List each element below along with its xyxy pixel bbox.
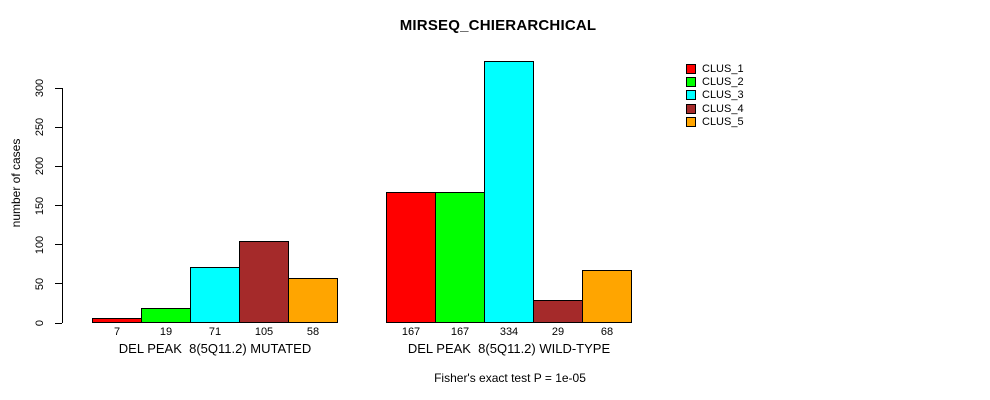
y-tick-label: 300 (34, 78, 46, 98)
y-tick-label: 100 (34, 235, 46, 254)
legend-swatch (686, 103, 696, 114)
legend-item-clus_3: CLUS_3 (686, 89, 744, 102)
bar-value-label: 19 (159, 326, 173, 338)
legend-swatch (686, 63, 696, 74)
y-tick (55, 165, 62, 167)
y-tick-label: 0 (34, 319, 46, 327)
bar-clus_1-group2 (386, 192, 436, 323)
y-axis (62, 88, 63, 323)
y-tick (55, 283, 62, 285)
legend-label: CLUS_3 (702, 89, 744, 102)
legend-label: CLUS_4 (702, 102, 744, 115)
y-tick (55, 244, 62, 246)
bar-clus_5-group1 (288, 277, 338, 323)
bar-clus_4-group1 (239, 240, 289, 323)
y-tick (55, 205, 62, 206)
legend-label: CLUS_1 (702, 62, 744, 75)
bar-value-label: 167 (401, 326, 421, 338)
bar-clus_2-group1 (141, 308, 191, 323)
bar-clus_4-group2 (533, 300, 583, 323)
x-category-label: DEL PEAK 8(5Q11.2) WILD-TYPE (407, 341, 611, 356)
legend-label: CLUS_5 (702, 116, 744, 129)
legend-label: CLUS_2 (702, 76, 744, 89)
y-tick-label: 50 (34, 277, 46, 290)
bar-clus_1-group1 (92, 317, 142, 323)
legend-swatch (686, 90, 696, 101)
bar-value-label: 334 (499, 326, 519, 338)
legend-swatch (686, 117, 696, 128)
bar-value-label: 29 (551, 326, 565, 338)
legend-item-clus_2: CLUS_2 (686, 75, 744, 88)
y-tick-label: 250 (34, 117, 46, 137)
x-category-label: DEL PEAK 8(5Q11.2) MUTATED (118, 341, 312, 356)
y-tick (55, 322, 62, 324)
footnote-text: Fisher's exact test P = 1e-05 (434, 371, 586, 385)
y-axis-label: number of cases (9, 138, 23, 228)
bar-value-label: 105 (254, 326, 274, 338)
y-tick-label: 200 (34, 157, 46, 176)
legend: CLUS_1 CLUS_2 CLUS_3 CLUS_4 CLUS_5 (686, 62, 744, 129)
bar-value-label: 68 (600, 326, 614, 338)
bar-clus_5-group2 (582, 269, 632, 323)
legend-item-clus_1: CLUS_1 (686, 62, 744, 75)
bar-clus_3-group1 (190, 267, 240, 323)
bar-value-label: 167 (450, 326, 470, 338)
legend-item-clus_5: CLUS_5 (686, 116, 744, 129)
y-tick (55, 126, 62, 128)
bar-clus_2-group2 (435, 192, 485, 323)
y-tick-label: 150 (34, 196, 46, 215)
legend-swatch (686, 77, 696, 88)
chart-title: MIRSEQ_CHIERARCHICAL (399, 17, 597, 34)
bar-value-label: 71 (208, 326, 222, 338)
y-tick (55, 87, 62, 89)
bar-clus_3-group2 (484, 61, 534, 323)
legend-item-clus_4: CLUS_4 (686, 102, 744, 115)
bar-value-label: 58 (306, 326, 320, 338)
bar-value-label: 7 (113, 326, 121, 338)
